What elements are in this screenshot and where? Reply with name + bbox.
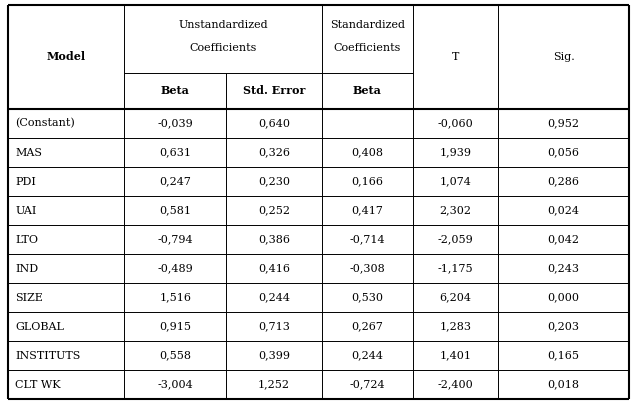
Text: Beta: Beta [161, 85, 190, 97]
Text: GLOBAL: GLOBAL [15, 322, 64, 332]
Text: 0,244: 0,244 [351, 351, 383, 361]
Text: PDI: PDI [15, 177, 36, 187]
Text: Sig.: Sig. [553, 52, 575, 62]
Text: 0,417: 0,417 [351, 206, 383, 216]
Text: -0,794: -0,794 [157, 235, 193, 244]
Text: 0,165: 0,165 [548, 351, 580, 361]
Text: 0,247: 0,247 [159, 177, 191, 187]
Text: 0,244: 0,244 [258, 292, 290, 303]
Text: 0,640: 0,640 [258, 119, 290, 128]
Text: -3,004: -3,004 [157, 380, 193, 389]
Text: 0,530: 0,530 [351, 292, 383, 303]
Text: 0,326: 0,326 [258, 147, 290, 158]
Text: 1,401: 1,401 [440, 351, 471, 361]
Text: -0,489: -0,489 [157, 264, 193, 274]
Text: 0,713: 0,713 [258, 322, 290, 332]
Text: 1,939: 1,939 [440, 147, 471, 158]
Text: LTO: LTO [15, 235, 38, 244]
Text: Standardized

Coefficients: Standardized Coefficients [330, 20, 404, 53]
Text: 0,203: 0,203 [548, 322, 580, 332]
Text: 0,230: 0,230 [258, 177, 290, 187]
Text: Std. Error: Std. Error [243, 85, 305, 97]
Text: 1,252: 1,252 [258, 380, 290, 389]
Text: -1,175: -1,175 [438, 264, 473, 274]
Text: 0,399: 0,399 [258, 351, 290, 361]
Text: 0,408: 0,408 [351, 147, 383, 158]
Text: 1,283: 1,283 [440, 322, 471, 332]
Text: 0,018: 0,018 [548, 380, 580, 389]
Text: IND: IND [15, 264, 38, 274]
Text: Beta: Beta [353, 85, 382, 97]
Text: -2,400: -2,400 [438, 380, 473, 389]
Text: 0,416: 0,416 [258, 264, 290, 274]
Text: 0,042: 0,042 [548, 235, 580, 244]
Text: 0,000: 0,000 [548, 292, 580, 303]
Text: -0,060: -0,060 [438, 119, 473, 128]
Text: -0,308: -0,308 [349, 264, 385, 274]
Text: -0,714: -0,714 [350, 235, 385, 244]
Text: T: T [452, 52, 459, 62]
Text: Model: Model [47, 51, 85, 63]
Text: CLT WK: CLT WK [15, 380, 61, 389]
Text: 0,166: 0,166 [351, 177, 383, 187]
Text: 0,558: 0,558 [159, 351, 191, 361]
Text: -2,059: -2,059 [438, 235, 473, 244]
Text: 0,243: 0,243 [548, 264, 580, 274]
Text: 1,516: 1,516 [159, 292, 191, 303]
Text: (Constant): (Constant) [15, 118, 75, 129]
Text: 0,915: 0,915 [159, 322, 191, 332]
Text: 0,952: 0,952 [548, 119, 580, 128]
Text: 0,252: 0,252 [258, 206, 290, 216]
Text: 0,386: 0,386 [258, 235, 290, 244]
Text: 0,056: 0,056 [548, 147, 580, 158]
Text: INSTITUTS: INSTITUTS [15, 351, 81, 361]
Text: 6,204: 6,204 [440, 292, 471, 303]
Text: -0,724: -0,724 [350, 380, 385, 389]
Text: 0,631: 0,631 [159, 147, 191, 158]
Text: 1,074: 1,074 [440, 177, 471, 187]
Text: UAI: UAI [15, 206, 37, 216]
Text: 0,286: 0,286 [548, 177, 580, 187]
Text: -0,039: -0,039 [157, 119, 193, 128]
Text: 0,267: 0,267 [351, 322, 383, 332]
Text: 0,024: 0,024 [548, 206, 580, 216]
Text: 2,302: 2,302 [440, 206, 471, 216]
Text: MAS: MAS [15, 147, 42, 158]
Text: Unstandardized

Coefficients: Unstandardized Coefficients [178, 20, 268, 53]
Text: SIZE: SIZE [15, 292, 43, 303]
Text: 0,581: 0,581 [159, 206, 191, 216]
